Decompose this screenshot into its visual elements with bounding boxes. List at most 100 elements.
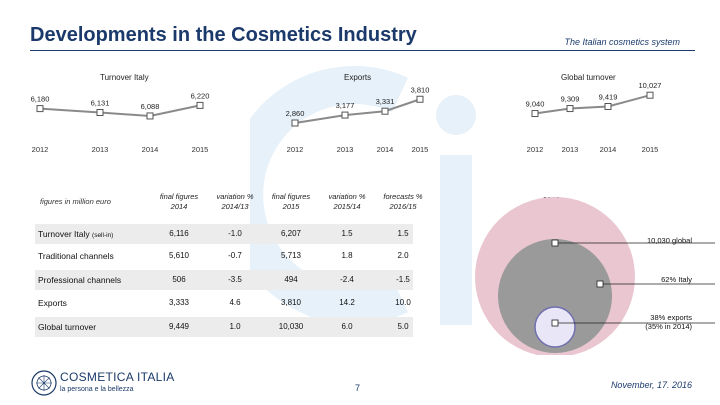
data-point [291,119,299,127]
table-cell: 9,449 [168,322,190,331]
data-point [96,109,104,117]
data-label: 6,088 [141,102,160,111]
x-tick-label: 2012 [32,145,49,154]
data-point [604,103,612,111]
col-header-final-2015: final figures 2015 [271,192,311,211]
presentation-date: November, 17. 2016 [610,380,692,390]
table-cell: 494 [284,275,298,284]
cosmetica-italia-logo [31,370,57,396]
col-header-forecast-2016-15: forecasts % 2016/15 [383,192,423,211]
x-tick-label: 2015 [192,145,209,154]
row-label: Global turnover [38,322,97,332]
data-point [566,105,574,113]
table-cell: -1.0 [228,229,242,238]
brand-name: COSMETICA ITALIA [60,370,175,384]
col-header-variation-2014-13: variation % 2014/13 [216,192,254,211]
table-row: Traditional channels 5,610 -0.7 5,713 1.… [35,246,413,266]
page-title: Developments in the Cosmetics Industry [30,24,417,46]
chart-title-exports: Exports [344,73,372,82]
label-global-total: 10,030 global [646,236,692,245]
label-italy-share: 62% Italy [661,275,692,284]
line-charts: 6,180 2012 6,131 2013 6,088 2014 6,220 2015 2,86… [31,81,662,154]
data-label: 10,027 [639,81,662,90]
share-bubble-chart [475,197,715,355]
data-point [646,91,654,99]
series-line [39,104,201,117]
row-label: Exports [38,298,67,308]
data-label: 6,180 [31,95,50,104]
table-row: Turnover Italy (sell-in) 6,116 -1.0 6,20… [35,224,413,244]
table-cell: 14.2 [339,298,355,307]
bubble-exports [534,306,576,348]
table-cell: 1.0 [229,322,241,331]
x-tick-label: 2012 [287,145,304,154]
row-label: Professional channels [38,275,122,285]
table-cell: 6,116 [169,229,189,238]
data-point [146,112,154,120]
table-cell: 10.0 [395,298,411,307]
x-tick-label: 2012 [527,145,544,154]
table-cell: -2.4 [340,275,354,284]
table-cell: 1.5 [341,229,353,238]
data-label: 9,309 [561,95,580,104]
table-cell: 6.0 [341,322,353,331]
data-point [416,95,424,103]
data-label: 6,131 [91,99,110,108]
data-label: 9,040 [526,100,545,109]
table-cell: 4.6 [229,298,241,307]
page-number: 7 [355,383,361,393]
x-tick-label: 2014 [142,145,159,154]
table-cell: 5,610 [168,251,190,260]
x-tick-label: 2015 [412,145,429,154]
page-subtitle: The Italian cosmetics system [564,37,680,47]
series-line [534,94,651,115]
data-point [381,107,389,115]
table-cell: 3,333 [168,298,190,307]
table-row: Exports 3,333 4.6 3,810 14.2 10.0 [35,293,413,313]
units-note: figures in million euro [40,197,111,206]
chart-title-global-turnover: Global turnover [561,73,616,82]
table-cell: 6,207 [280,229,302,238]
data-label: 3,810 [411,85,430,94]
x-tick-label: 2015 [642,145,659,154]
table-cell: 5,713 [280,251,302,260]
data-label: 3,331 [376,97,395,106]
data-label: 9,419 [599,93,618,102]
table-cell: -0.7 [228,251,242,260]
table-cell: 3,810 [280,298,302,307]
data-point [531,110,539,118]
x-tick-label: 2014 [377,145,394,154]
data-point [36,105,44,113]
series-line [294,98,421,124]
table-cell: 5.0 [397,322,409,331]
title-divider [30,50,695,51]
x-tick-label: 2013 [92,145,109,154]
table-cell: 506 [172,275,186,284]
row-label: Traditional channels [38,251,114,261]
table-cell: -3.5 [228,275,242,284]
col-header-final-2014: final figures 2014 [159,192,199,211]
x-tick-label: 2013 [562,145,579,154]
bubble-italy [498,239,612,353]
data-label: 6,220 [191,91,210,100]
chart-title-turnover-italy: Turnover Italy [100,73,149,82]
label-exports-share: 38% exports (35% in 2014) [645,313,692,331]
table-row: Professional channels 506 -3.5 494 -2.4 … [35,270,413,290]
table-cell: 10,030 [278,322,304,331]
data-point [341,111,349,119]
x-tick-label: 2014 [600,145,617,154]
table-cell: 1.5 [397,229,409,238]
table-cell: -1.5 [396,275,410,284]
data-label: 2,860 [286,109,305,118]
table-cell: 1.8 [341,251,353,260]
row-label: Turnover Italy (sell-in) [38,229,114,239]
x-tick-label: 2013 [337,145,354,154]
col-header-variation-2015-14: variation % 2015/14 [328,192,366,211]
table-row: Global turnover 9,449 1.0 10,030 6.0 5.0 [35,317,413,337]
brand-tagline: la persona e la bellezza [60,386,134,393]
ci-watermark-logo [250,66,476,325]
data-point [196,101,204,109]
data-label: 3,177 [336,101,355,110]
table-cell: 2.0 [397,251,409,260]
